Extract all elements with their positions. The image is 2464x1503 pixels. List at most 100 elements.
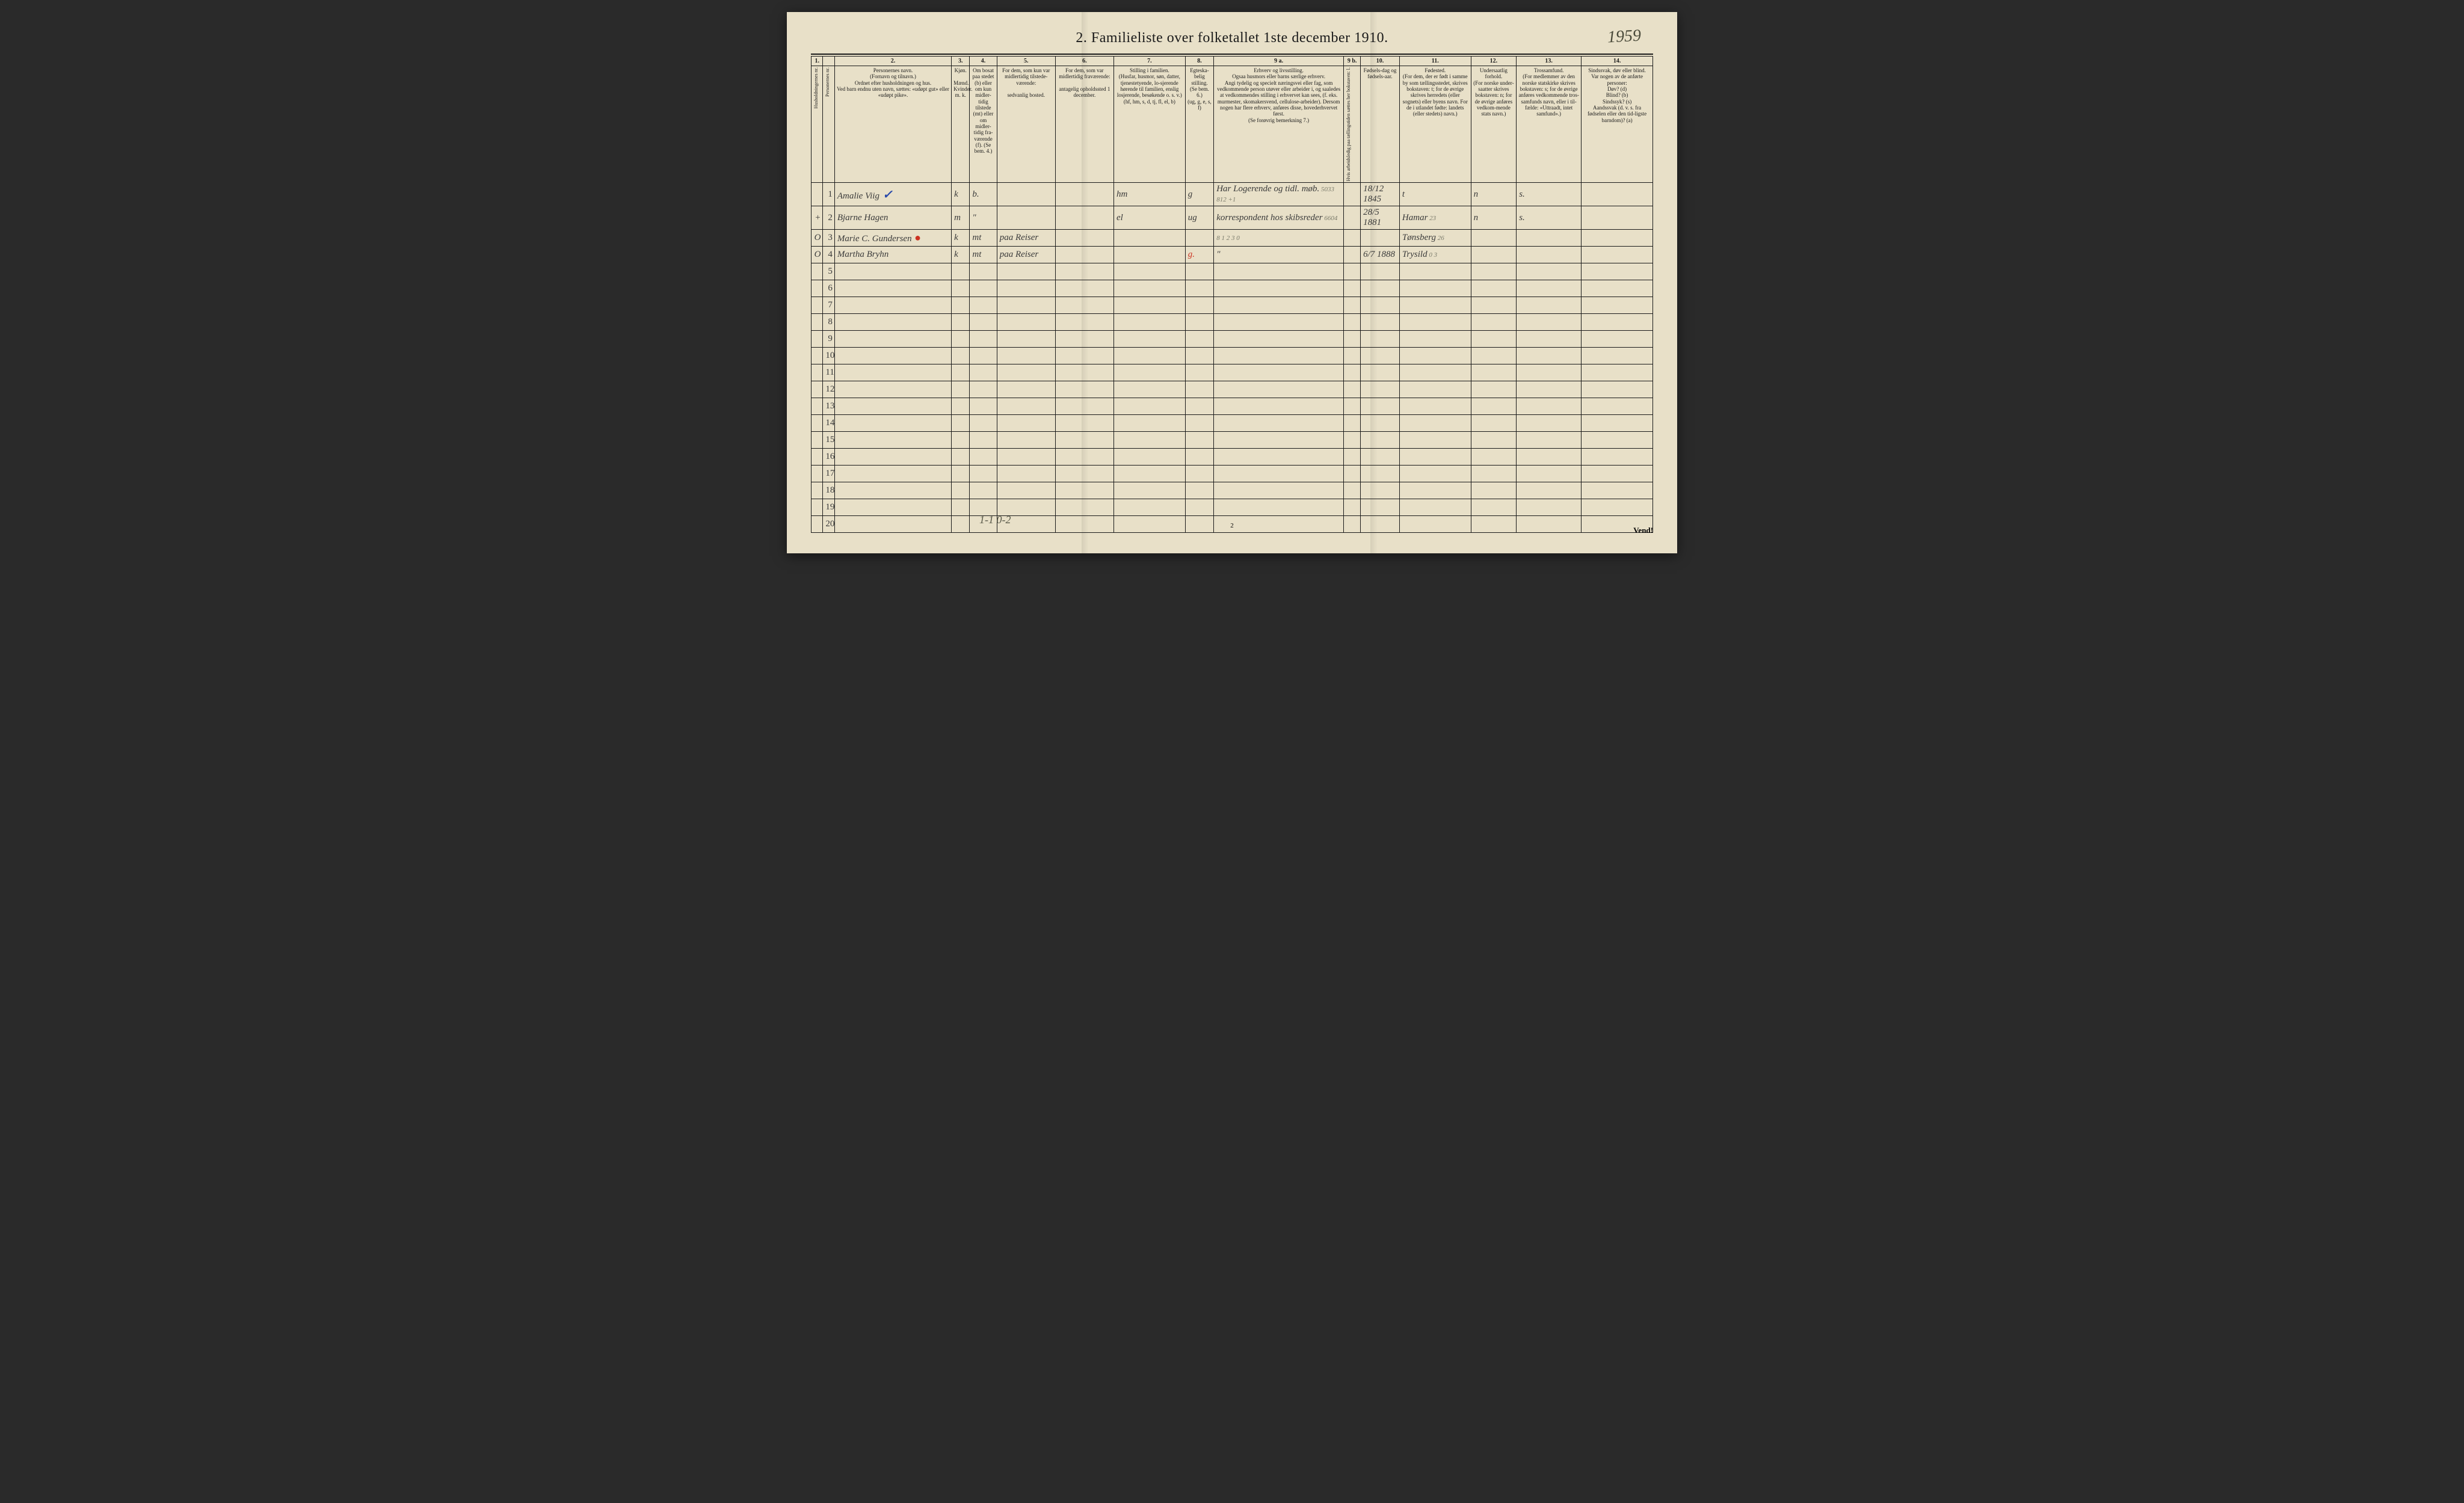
empty-cell [1471, 297, 1517, 314]
empty-cell [997, 331, 1055, 348]
table-row-empty: 8 [812, 314, 1653, 331]
empty-cell [1344, 415, 1361, 432]
empty-cell [1471, 398, 1517, 415]
cell-c8: g. [1185, 247, 1213, 263]
empty-cell [1214, 314, 1344, 331]
row-prefix [812, 263, 823, 280]
empty-cell [1185, 280, 1213, 297]
empty-cell [1185, 297, 1213, 314]
table-row-empty: 9 [812, 331, 1653, 348]
empty-cell [1113, 280, 1185, 297]
row-number: 3 [823, 230, 834, 247]
cell-c12: n [1471, 206, 1517, 230]
empty-cell [1055, 280, 1113, 297]
cell-c7: el [1113, 206, 1185, 230]
pencil-annotation: 0 3 [1428, 251, 1438, 259]
row-prefix [812, 432, 823, 449]
empty-cell [1113, 297, 1185, 314]
header-c13: Trossamfund.(For medlemmer av den norske… [1517, 66, 1582, 183]
empty-cell [1113, 381, 1185, 398]
empty-cell [834, 449, 951, 466]
empty-cell [970, 415, 997, 432]
empty-cell [952, 364, 970, 381]
row-number: 15 [823, 432, 834, 449]
census-table: 1.2.3.4.5.6.7.8.9 a.9 b.10.11.12.13.14. … [811, 56, 1653, 533]
column-number-row: 1.2.3.4.5.6.7.8.9 a.9 b.10.11.12.13.14. [812, 57, 1653, 66]
row-prefix: + [812, 206, 823, 230]
header-c8: Egteska-belig stilling.(Se bem. 6.)(ug, … [1185, 66, 1213, 183]
header-c2: Personernes navn.(Fornavn og tilnavn.)Or… [834, 66, 951, 183]
empty-cell [952, 348, 970, 364]
header-c4: Om bosat paa stedet (b) eller om kun mid… [970, 66, 997, 183]
header-c11: Fødested.(For dem, der er født i samme b… [1399, 66, 1471, 183]
empty-cell [1344, 516, 1361, 533]
empty-cell [1055, 466, 1113, 482]
row-number: 20 [823, 516, 834, 533]
empty-cell [952, 263, 970, 280]
empty-cell [1055, 297, 1113, 314]
empty-cell [1055, 482, 1113, 499]
cell-c13 [1517, 247, 1582, 263]
empty-cell [997, 482, 1055, 499]
header-c7: Stilling i familien.(Husfar, husmor, søn… [1113, 66, 1185, 183]
empty-cell [1399, 314, 1471, 331]
empty-cell [1055, 331, 1113, 348]
column-number: 11. [1399, 57, 1471, 66]
empty-cell [834, 280, 951, 297]
name-mark-icon: ✓ [879, 188, 893, 201]
empty-cell [970, 381, 997, 398]
header-c3: Kjøn.Mænd. Kvinder.m. k. [952, 66, 970, 183]
cell-c7 [1113, 230, 1185, 247]
empty-cell [1471, 482, 1517, 499]
empty-cell [1582, 364, 1653, 381]
header-c1: Husholdningernes nr. [812, 66, 823, 183]
row-prefix: O [812, 230, 823, 247]
cell-kjon: m [952, 206, 970, 230]
person-name: Amalie Viig ✓ [834, 183, 951, 206]
header-c1b: Personernes nr. [823, 66, 834, 183]
empty-cell [1471, 449, 1517, 466]
table-row-empty: 11 [812, 364, 1653, 381]
empty-cell [1113, 432, 1185, 449]
empty-cell [952, 297, 970, 314]
row-prefix [812, 381, 823, 398]
empty-cell [834, 297, 951, 314]
row-prefix [812, 415, 823, 432]
column-number: 1. [812, 57, 823, 66]
empty-cell [1517, 466, 1582, 482]
person-name: Martha Bryhn [834, 247, 951, 263]
empty-cell [952, 466, 970, 482]
empty-cell [952, 314, 970, 331]
empty-cell [1214, 466, 1344, 482]
page-title: 2. Familieliste over folketallet 1ste de… [1076, 30, 1388, 46]
empty-cell [1361, 482, 1400, 499]
cell-kjon: k [952, 247, 970, 263]
empty-cell [834, 348, 951, 364]
table-row: 1Amalie Viig ✓kb.hmgHar Logerende og tid… [812, 183, 1653, 206]
empty-cell [997, 280, 1055, 297]
empty-cell [1361, 466, 1400, 482]
empty-cell [1582, 482, 1653, 499]
row-prefix [812, 499, 823, 516]
empty-cell [970, 263, 997, 280]
column-number: 8. [1185, 57, 1213, 66]
empty-cell [1582, 432, 1653, 449]
empty-cell [1471, 499, 1517, 516]
row-number: 11 [823, 364, 834, 381]
empty-cell [1185, 263, 1213, 280]
cell-erhverv: 8 1 2 3 0 [1214, 230, 1344, 247]
empty-cell [1361, 415, 1400, 432]
empty-cell [834, 364, 951, 381]
row-number: 14 [823, 415, 834, 432]
empty-cell [1582, 449, 1653, 466]
empty-cell [1361, 516, 1400, 533]
empty-cell [1471, 432, 1517, 449]
empty-cell [1361, 263, 1400, 280]
empty-cell [1113, 449, 1185, 466]
empty-cell [1471, 364, 1517, 381]
empty-cell [970, 466, 997, 482]
row-prefix [812, 348, 823, 364]
empty-cell [1517, 348, 1582, 364]
header-c5: For dem, som kun var midlertidig tilsted… [997, 66, 1055, 183]
empty-cell [1582, 415, 1653, 432]
